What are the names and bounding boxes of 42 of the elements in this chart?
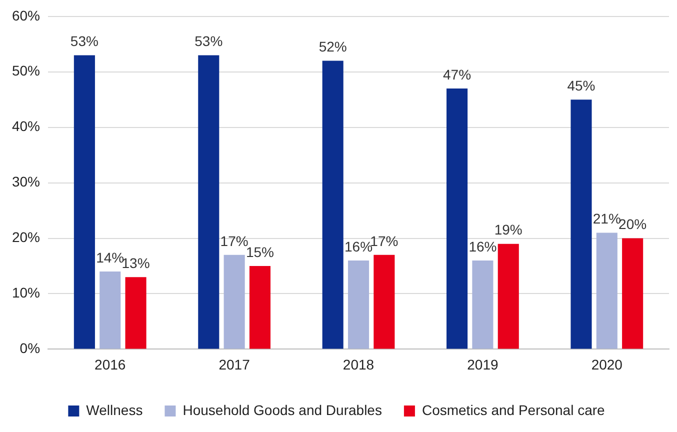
data-label: 20%	[618, 216, 647, 232]
legend-label: Cosmetics and Personal care	[422, 402, 606, 418]
bar	[249, 266, 271, 349]
y-tick-label: 40%	[12, 118, 40, 134]
data-label: 17%	[220, 232, 248, 249]
data-label: 16%	[468, 238, 497, 254]
bar	[224, 254, 245, 349]
data-label: 53%	[70, 33, 98, 50]
legend-label: Wellness	[86, 402, 143, 418]
bar	[570, 100, 592, 349]
x-tick-label: 2020	[591, 356, 623, 372]
bar	[498, 244, 519, 349]
x-tick-label: 2016	[94, 356, 126, 372]
bar	[100, 272, 121, 349]
bar	[622, 238, 644, 349]
data-label: 47%	[443, 66, 472, 82]
bar	[74, 55, 95, 349]
bar	[596, 232, 618, 349]
data-label: 14%	[96, 249, 124, 266]
x-tick-label: 2018	[342, 356, 374, 372]
bar	[348, 260, 370, 349]
data-label: 16%	[344, 238, 373, 254]
x-tick-label: 2017	[218, 356, 250, 372]
data-label: 53%	[194, 33, 223, 50]
bar	[374, 254, 395, 349]
data-label: 45%	[567, 77, 596, 94]
bar	[198, 55, 220, 349]
y-tick-label: 30%	[12, 174, 40, 190]
bar	[125, 277, 146, 349]
data-label: 19%	[494, 222, 522, 238]
bar	[322, 60, 344, 349]
legend-label: Household Goods and Durables	[182, 402, 382, 418]
data-label: 21%	[592, 210, 621, 227]
bar	[472, 260, 494, 349]
y-tick-label: 20%	[12, 229, 40, 246]
y-tick-label: 0%	[20, 340, 40, 356]
y-tick-label: 10%	[12, 284, 40, 301]
x-tick-label: 2019	[467, 356, 498, 372]
y-tick-label: 60%	[12, 7, 40, 24]
bar	[446, 88, 468, 349]
data-label: 52%	[318, 38, 347, 55]
y-tick-label: 50%	[12, 62, 40, 79]
